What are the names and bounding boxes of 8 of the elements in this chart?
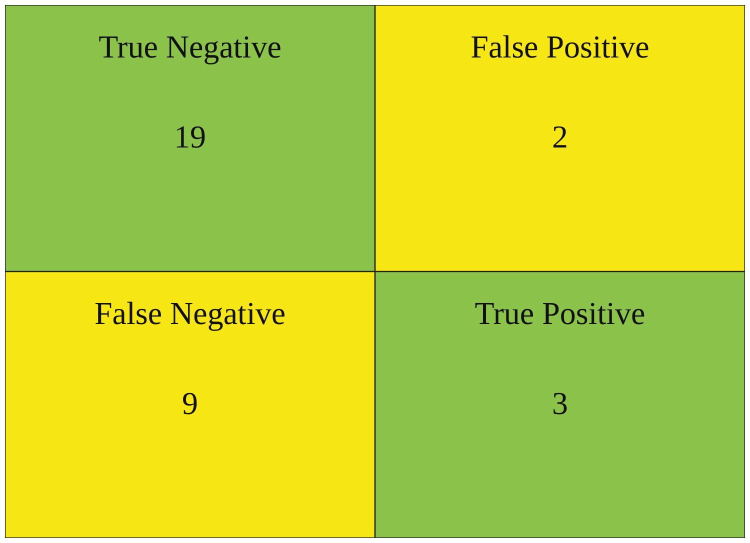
annotation: False Negative <box>94 294 286 331</box>
data-label: 2 <box>552 118 568 154</box>
annotation: True Negative <box>98 28 282 64</box>
annotation: True Positive <box>474 294 646 331</box>
annotation: False Positive <box>470 28 650 64</box>
data-label: 3 <box>552 384 568 421</box>
data-label: 9 <box>182 384 198 421</box>
data-label: 19 <box>174 118 206 154</box>
